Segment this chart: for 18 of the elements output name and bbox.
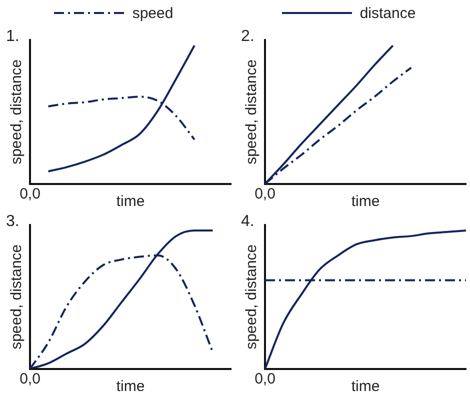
y-axis-title: speed, distance	[243, 59, 260, 164]
y-axis-title: speed, distance	[8, 244, 26, 350]
text: 0,0	[20, 370, 40, 388]
legend-label: speed	[132, 4, 174, 22]
chart-title: 2.	[241, 28, 254, 46]
y-axis-title: speed, distance	[243, 244, 260, 350]
chart-title: 4.	[241, 213, 254, 231]
y-axis-title: speed, distance	[8, 59, 26, 164]
x-axis-title: time	[351, 193, 380, 210]
text: 0,0	[20, 185, 40, 202]
x-axis-title: time	[116, 378, 145, 396]
text: 0,0	[254, 370, 276, 388]
text: 0,0	[254, 185, 276, 202]
legend-label: distance	[360, 4, 416, 22]
x-axis-title: time	[116, 193, 145, 210]
x-axis-title: time	[351, 378, 380, 396]
chart-title: 3.	[6, 213, 20, 231]
chart-title: 1.	[6, 28, 20, 46]
